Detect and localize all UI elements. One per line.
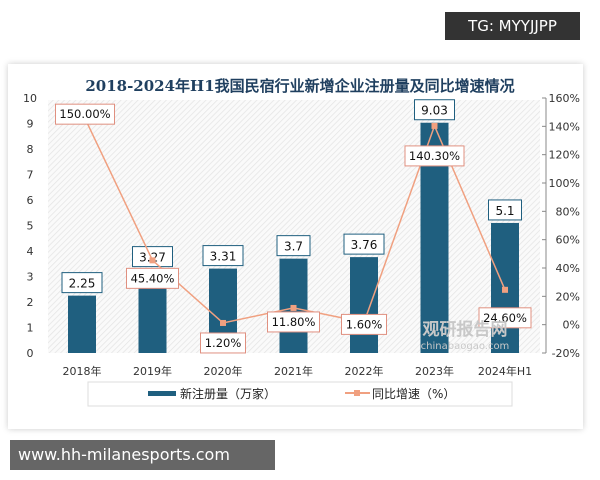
legend-bar-swatch: [148, 391, 176, 396]
left-tick-label: 6: [27, 194, 34, 207]
logo-watermark-cn: 观研报告网: [422, 319, 508, 340]
x-tick-label: 2023年: [415, 364, 454, 378]
line-label: 1.20%: [205, 336, 242, 350]
left-tick-label: 4: [27, 245, 34, 258]
x-tick-label: 2021年: [274, 364, 313, 378]
line-label: 140.30%: [409, 149, 460, 163]
bar-label: 2.25: [69, 277, 96, 291]
left-tick-label: 5: [27, 220, 34, 233]
bar-label: 5.1: [495, 204, 514, 218]
right-tick-label: 140%: [549, 120, 580, 133]
line-label-box: [341, 313, 387, 335]
left-tick-label: 2: [27, 296, 34, 309]
line-point: [220, 319, 226, 326]
x-tick-label: 2024年H1: [478, 364, 532, 378]
right-tick-label: 20%: [556, 290, 580, 303]
x-tick-label: 2020年: [204, 364, 243, 378]
left-tick-label: 8: [27, 143, 34, 156]
line-label-box: [55, 103, 115, 125]
left-tick-label: 3: [27, 271, 34, 284]
bar-label-box: [414, 99, 455, 121]
watermark-top: TG: MYYJJPP: [445, 12, 580, 40]
legend-line-label: 同比增速（%）: [372, 387, 455, 401]
right-tick-label: 0%: [563, 319, 580, 332]
line-label: 1.60%: [346, 317, 383, 331]
bar-label-box: [343, 233, 385, 255]
legend-line-marker: [354, 390, 360, 396]
bar-label: 9.03: [421, 104, 448, 118]
bar-label-box: [202, 245, 244, 267]
line-point: [290, 304, 297, 311]
line-point: [502, 286, 508, 293]
line-label-box: [404, 145, 465, 167]
right-tick-label: 60%: [556, 234, 580, 247]
right-tick-label: 120%: [549, 149, 580, 162]
line-label-box: [126, 267, 179, 289]
x-tick-label: 2022年: [345, 364, 384, 378]
line-label: 24.60%: [483, 311, 527, 325]
right-tick-label: -20%: [552, 347, 580, 360]
bar-label: 3.76: [351, 238, 378, 252]
logo-watermark-en: chinabaogao.com: [421, 341, 510, 352]
chart-title: 2018-2024年H1我国民宿行业新增企业注册量及同比增速情况: [85, 77, 514, 95]
right-tick-label: 160%: [549, 92, 580, 105]
line-point: [431, 122, 438, 129]
left-tick-label: 1: [27, 322, 34, 335]
left-tick-label: 0: [27, 347, 34, 360]
line-label-box: [200, 332, 246, 354]
watermark-bottom: www.hh-milanesports.com: [10, 440, 275, 470]
line-label: 45.40%: [131, 271, 175, 285]
left-tick-label: 9: [27, 118, 34, 131]
bar-label-box: [132, 246, 173, 268]
left-tick-label: 7: [27, 169, 34, 182]
line-point: [149, 257, 156, 264]
bar: [68, 295, 96, 353]
bar-label: 3.31: [210, 250, 237, 264]
line-label-box: [478, 307, 532, 329]
line-label: 11.80%: [272, 315, 316, 329]
bar-label-box: [61, 272, 103, 294]
line-label-box: [267, 311, 320, 333]
legend-bar-label: 新注册量（万家）: [180, 386, 276, 401]
right-tick-label: 80%: [556, 205, 580, 218]
left-tick-label: 10: [23, 92, 37, 105]
bar-label-box: [488, 199, 522, 221]
x-tick-label: 2019年: [133, 364, 172, 378]
bar-label-box: [276, 235, 311, 257]
line-label: 150.00%: [59, 107, 110, 121]
bar: [350, 257, 378, 353]
right-tick-label: 40%: [556, 262, 580, 275]
x-tick-label: 2018年: [63, 364, 102, 378]
bar-label: 3.7: [284, 240, 303, 254]
right-tick-label: 100%: [549, 177, 580, 190]
